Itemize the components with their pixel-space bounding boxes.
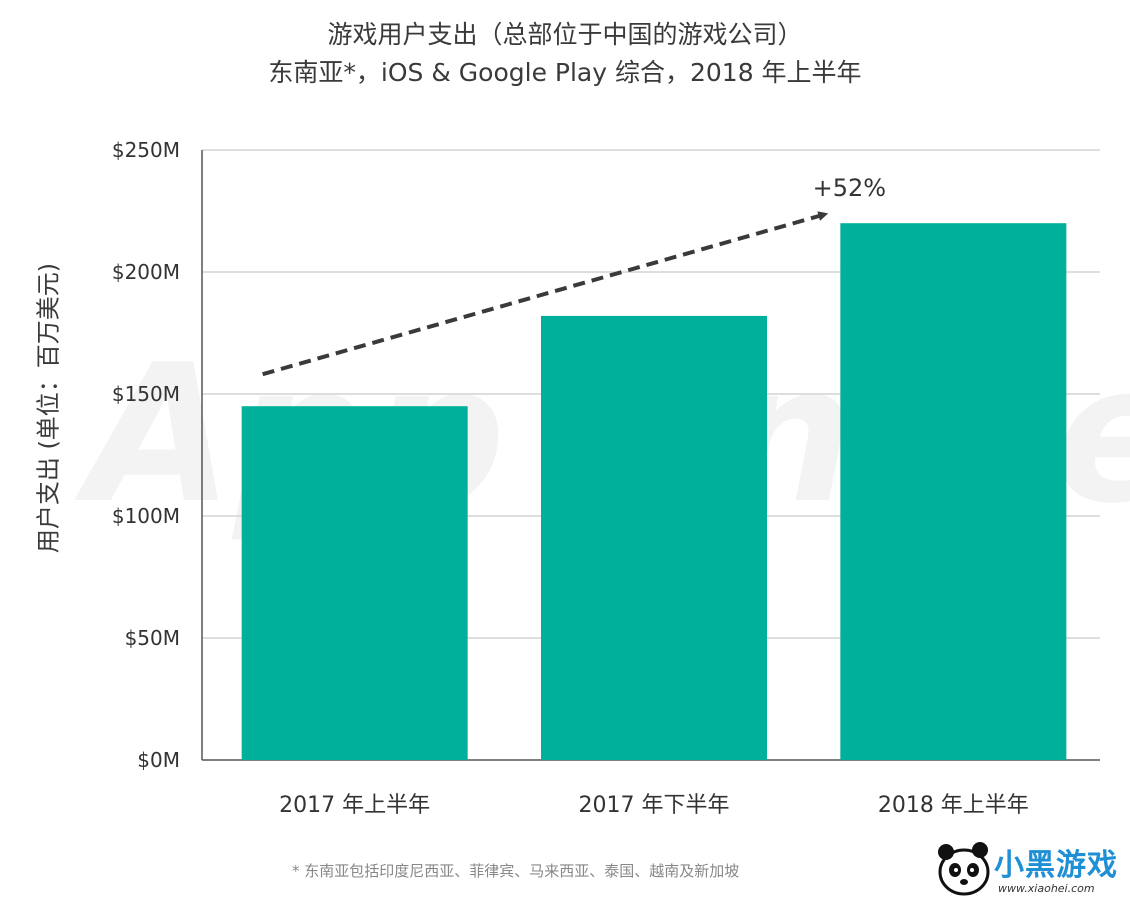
y-tick-label: $50M [125,626,180,650]
footnote: * 东南亚包括印度尼西亚、菲律宾、马来西亚、泰国、越南及新加坡 [292,862,740,880]
x-axis-ticks: 2017 年上半年 2017 年下半年 2018 年上半年 [279,793,1029,818]
site-logo: 小黑游戏 www.xiaohei.com [936,836,1128,902]
x-tick-label: 2017 年下半年 [579,793,730,818]
growth-arrow [262,211,829,377]
x-tick-label: 2017 年上半年 [279,793,430,818]
logo-text: 小黑游戏 [994,848,1118,883]
chart-subtitle: 东南亚*，iOS & Google Play 综合，2018 年上半年 [268,58,862,87]
y-tick-label: $150M [112,382,180,406]
bar [241,406,468,760]
bar [840,223,1067,760]
y-axis-ticks: $0M $50M $100M $150M $200M $250M [112,138,180,772]
y-tick-label: $200M [112,260,180,284]
y-tick-label: $250M [112,138,180,162]
y-tick-label: $0M [137,748,180,772]
logo-url: www.xiaohei.com [998,882,1095,895]
growth-annotation: +52% [262,174,886,377]
y-tick-label: $100M [112,504,180,528]
bars [241,223,1067,760]
bar [541,315,767,760]
growth-label: +52% [813,174,886,202]
panda-icon [938,842,990,896]
y-axis-label: 用户支出 (单位：百万美元) [34,262,63,554]
x-tick-label: 2018 年上半年 [878,793,1029,818]
chart-title: 游戏用户支出（总部位于中国的游戏公司） [327,20,803,49]
